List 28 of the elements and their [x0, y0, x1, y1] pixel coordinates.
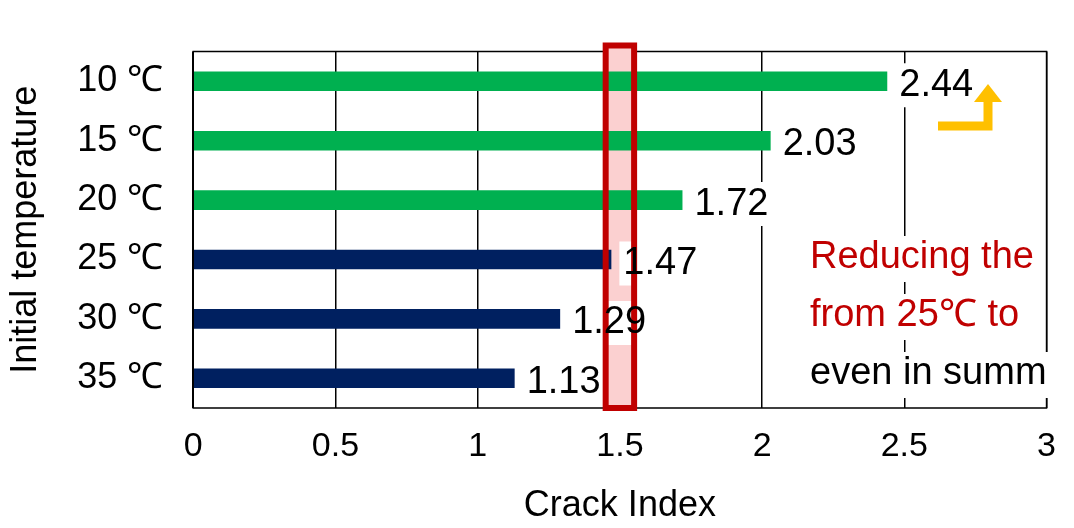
y-tick-label: 15 ℃ — [77, 117, 164, 159]
x-tick-label: 2 — [752, 424, 772, 463]
x-axis-title: Crack Index — [523, 483, 716, 525]
bar — [194, 190, 683, 210]
y-tick-label: 20 ℃ — [77, 177, 164, 219]
bar — [194, 368, 515, 389]
y-tick-label: 25 ℃ — [77, 236, 164, 278]
annotation: even in summ — [810, 350, 1047, 393]
x-tick-label: 2.5 — [880, 424, 928, 463]
bar — [194, 249, 612, 270]
y-tick-label: 30 ℃ — [77, 295, 164, 337]
x-tick-label: 3 — [1037, 424, 1057, 463]
x-tick-label: 0.5 — [311, 424, 360, 463]
data-label: 2.44 — [899, 61, 974, 104]
data-label: 2.03 — [782, 121, 857, 164]
bar — [194, 71, 888, 92]
y-tick-label: 35 ℃ — [77, 355, 164, 397]
x-tick-label: 0 — [183, 424, 203, 463]
y-tick-label: 10 ℃ — [77, 58, 164, 100]
x-tick-label: 1.5 — [596, 424, 644, 463]
bar — [194, 309, 561, 329]
y-axis-title: Initial temperature — [2, 85, 44, 374]
data-label: 1.13 — [526, 358, 601, 401]
x-tick-label: 1 — [468, 424, 488, 463]
bar — [194, 130, 771, 151]
data-label: 1.72 — [694, 180, 769, 223]
annotation: from 25℃ to — [810, 292, 1020, 335]
annotation: Reducing the — [810, 234, 1034, 277]
